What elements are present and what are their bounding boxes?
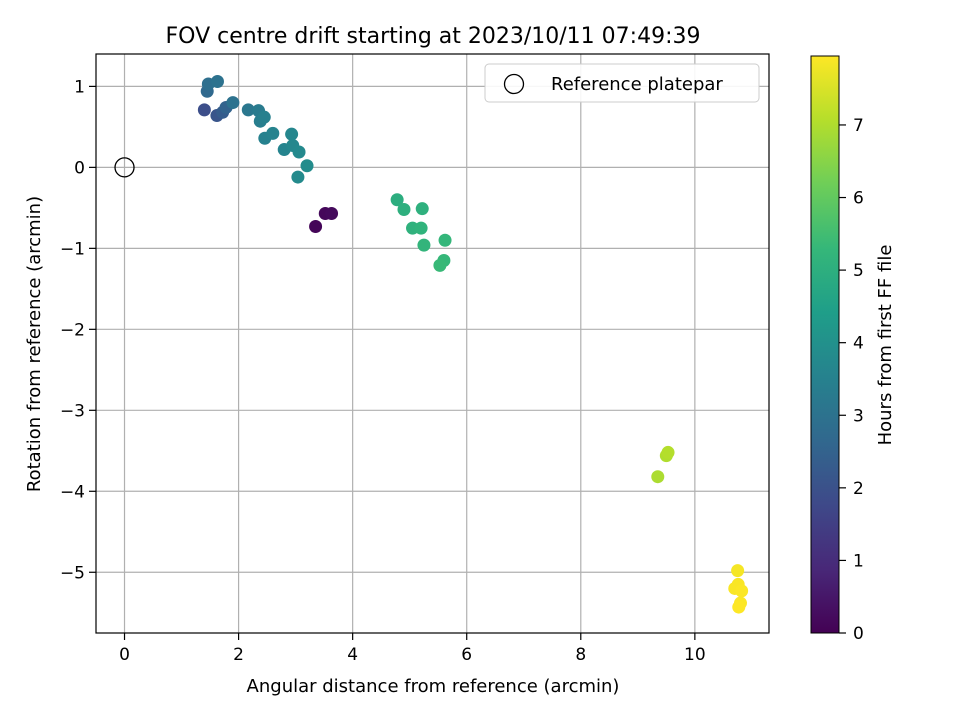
x-tick-label: 10 (684, 645, 706, 665)
colorbar-tick-label: 4 (853, 334, 864, 354)
data-point (300, 159, 314, 173)
data-point (417, 238, 431, 252)
colorbar-label: Hours from first FF file (875, 245, 896, 446)
y-tick-label: −4 (60, 482, 85, 502)
plot-area-frame (95, 53, 770, 634)
data-point (241, 103, 255, 117)
colorbar-tick-label: 3 (853, 406, 864, 426)
colorbar-tick-label: 0 (853, 624, 864, 644)
colorbar-ticks: 0 1 2 3 4 5 6 7 (839, 116, 864, 644)
reference-marker (114, 157, 135, 178)
x-axis-label: Angular distance from reference (arcmin) (247, 676, 620, 697)
data-point (438, 233, 452, 247)
colorbar-tick-label: 5 (853, 261, 864, 281)
legend-box (484, 63, 760, 103)
x-tick-label: 6 (461, 645, 472, 665)
data-point (397, 202, 411, 216)
data-point (325, 207, 339, 221)
x-tick-label: 4 (347, 645, 358, 665)
data-points (197, 75, 749, 614)
y-tick-label: −1 (60, 239, 85, 259)
data-point (414, 221, 428, 235)
y-tick-label: −2 (60, 320, 85, 340)
x-tick-label: 8 (575, 645, 586, 665)
data-point (732, 600, 746, 614)
data-point (226, 96, 240, 110)
x-axis-ticks: 0 2 4 6 8 10 (119, 633, 706, 665)
y-tick-label: 0 (74, 158, 85, 178)
data-point (292, 145, 306, 159)
legend-entry: Reference platepar (551, 74, 723, 95)
colorbar-tick-label: 1 (853, 551, 864, 571)
colorbar-tick-label: 2 (853, 479, 864, 499)
data-point (433, 258, 447, 272)
data-point (735, 584, 749, 598)
data-point (285, 127, 299, 141)
data-point (661, 445, 675, 459)
y-tick-label: −5 (60, 563, 85, 583)
legend-marker (503, 73, 525, 95)
gridlines (96, 54, 769, 633)
data-point (415, 202, 429, 216)
data-point (291, 170, 305, 184)
colorbar (810, 55, 840, 634)
x-tick-label: 0 (119, 645, 130, 665)
legend: Reference platepar (484, 63, 760, 103)
chart-title: FOV centre drift starting at 2023/10/11 … (166, 24, 701, 49)
data-point (309, 219, 323, 233)
data-point (197, 103, 211, 117)
y-axis-label: Rotation from reference (arcmin) (24, 196, 45, 492)
y-axis-ticks: −5 −4 −3 −2 −1 0 1 (60, 77, 96, 583)
data-point (390, 193, 404, 207)
data-point (266, 126, 280, 140)
colorbar-tick-label: 6 (853, 189, 864, 209)
data-point (210, 75, 224, 89)
colorbar-tick-label: 7 (853, 116, 864, 136)
data-point (651, 470, 665, 484)
y-tick-label: 1 (74, 77, 85, 97)
reference-point (114, 157, 135, 178)
y-tick-label: −3 (60, 401, 85, 421)
data-point (257, 110, 271, 124)
data-point (731, 564, 745, 578)
x-tick-label: 2 (233, 645, 244, 665)
